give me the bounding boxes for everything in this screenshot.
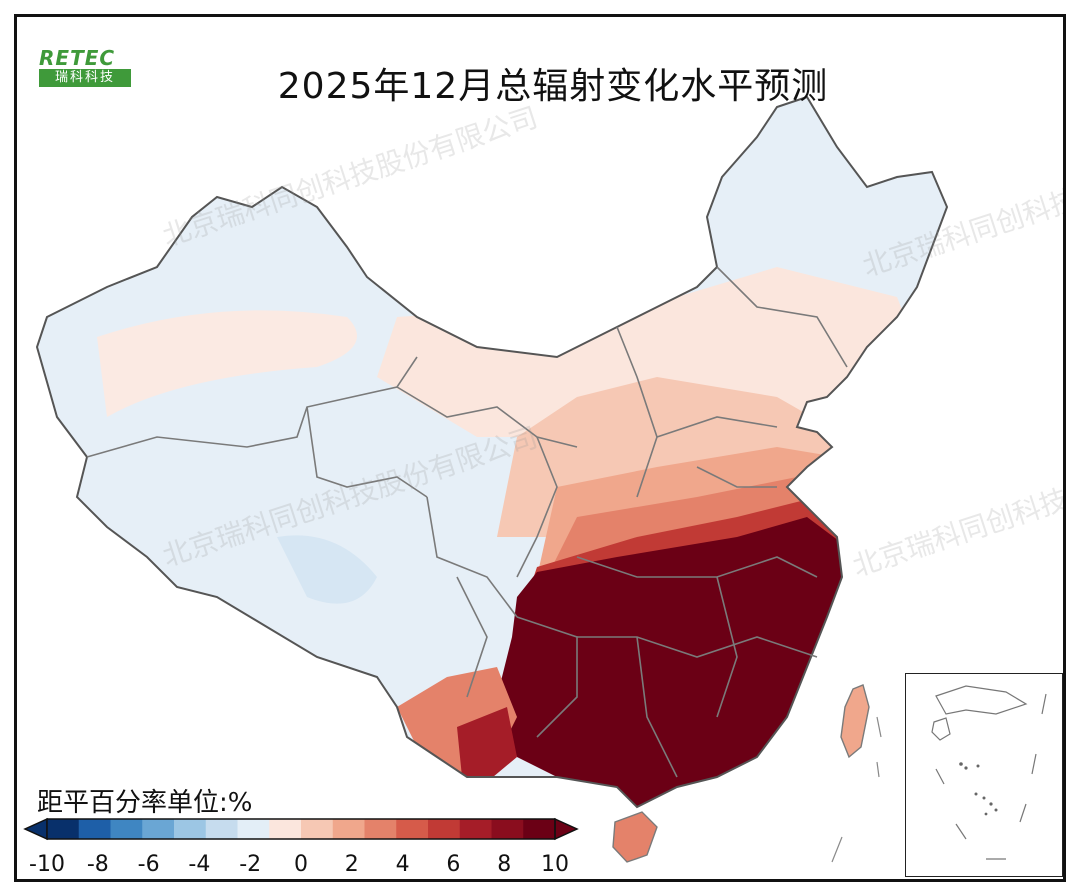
hainan-island — [612, 811, 658, 863]
south-china-sea-inset — [905, 673, 1063, 877]
china-map — [35, 95, 949, 863]
taiwan-island — [840, 684, 870, 759]
legend-title: 距平百分率单位:% — [37, 788, 253, 818]
company-logo: RETEC 瑞科科技 — [39, 47, 139, 89]
map-frame: RETEC 瑞科科技 2025年12月总辐射变化水平预测 北京瑞科同创科技股份有… — [14, 14, 1066, 882]
inset-map — [931, 685, 1047, 860]
logo-brand: RETEC — [39, 46, 116, 70]
province-borders — [35, 95, 949, 809]
map-title: 2025年12月总辐射变化水平预测 — [277, 66, 829, 107]
logo-subtitle: 瑞科科技 — [39, 69, 131, 87]
south-sea-dashes — [831, 716, 882, 863]
